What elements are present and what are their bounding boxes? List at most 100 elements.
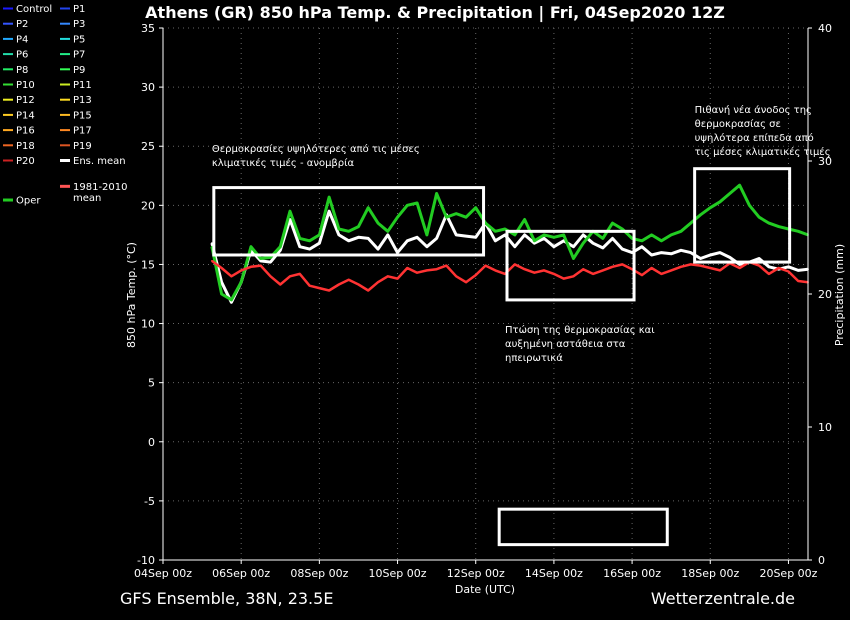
series-point-oper [220, 293, 223, 295]
series-line-mean [210, 209, 809, 304]
y-tick-label: 30 [141, 81, 155, 94]
series-point-mean [318, 242, 321, 245]
series-point-mean [660, 251, 663, 254]
series-point-climate [631, 268, 633, 271]
series-point-mean [425, 245, 428, 248]
y-tick-label: 20 [141, 199, 155, 212]
series-point-oper [455, 212, 458, 215]
series-point-oper [484, 222, 487, 224]
series-point-oper [289, 210, 291, 213]
series-point-climate [338, 283, 340, 286]
series-point-mean [621, 248, 624, 250]
series-point-oper [259, 257, 262, 260]
highlight-box [505, 229, 636, 302]
series-point-climate [377, 281, 379, 284]
series-point-mean [367, 237, 370, 240]
series-point-oper [318, 233, 321, 236]
series-point-mean [670, 252, 673, 255]
x-tick-label: 10Sep 00z [369, 567, 427, 580]
annotation-line: αυξημένη αστάθεια στα [505, 338, 626, 350]
legend-label: P10 [16, 80, 35, 91]
legend-label: P19 [73, 141, 92, 152]
series-point-mean [728, 256, 731, 259]
series-point-mean [553, 245, 555, 248]
series-point-oper [240, 281, 243, 284]
series-point-mean [377, 248, 379, 250]
highlight-box [497, 507, 669, 547]
series-point-climate [259, 264, 262, 267]
series-point-mean [474, 236, 477, 239]
y-tick-label: 25 [141, 140, 155, 153]
series-point-oper [728, 192, 731, 195]
series-point-climate [396, 277, 399, 280]
series-point-climate [719, 269, 721, 272]
series-point-climate [240, 269, 243, 272]
series-point-oper [631, 237, 633, 240]
series-point-mean [592, 242, 594, 245]
series-point-oper [308, 239, 311, 242]
series-point-mean [210, 242, 213, 245]
chart-series [210, 183, 809, 304]
legend-label: P4 [16, 34, 28, 45]
series-point-climate [425, 269, 428, 272]
annotation-line: τις μέσες κλιματικές τιμές [695, 146, 831, 158]
series-point-oper [650, 233, 653, 236]
series-point-climate [386, 275, 389, 278]
series-point-climate [738, 267, 741, 269]
x-tick-label: 18Sep 00z [681, 567, 739, 580]
series-point-climate [474, 274, 477, 276]
series-point-mean [523, 233, 526, 236]
highlight-box [212, 186, 486, 257]
legend-label: P9 [73, 65, 85, 76]
footer-source: GFS Ensemble, 38N, 23.5E [120, 589, 334, 608]
series-point-oper [689, 222, 692, 224]
legend-label: 1981-2010 mean [73, 182, 128, 204]
series-point-oper [699, 213, 702, 216]
series-point-climate [513, 263, 516, 266]
series-point-climate [250, 265, 252, 268]
legend-label: P18 [16, 141, 35, 152]
series-point-climate [680, 265, 682, 268]
series-point-oper [738, 184, 741, 187]
y-tick-label: 35 [141, 22, 155, 35]
y-tick-label: -5 [144, 495, 155, 508]
series-point-mean [582, 233, 585, 236]
annotation-text: Θερμοκρασίες υψηλότερες από τις μέσες κλι… [212, 143, 420, 169]
series-point-climate [543, 269, 546, 272]
series-point-mean [308, 248, 311, 250]
legend-label: P5 [73, 34, 85, 45]
series-point-oper [250, 245, 252, 248]
series-point-mean [680, 249, 682, 252]
legend-label-line: mean [73, 193, 101, 204]
x-tick-label: 20Sep 00z [759, 567, 817, 580]
y2-axis-label: Precipitation (mm) [833, 244, 846, 346]
legend-label: P3 [73, 19, 85, 30]
x-tick-label: 06Sep 00z [212, 567, 270, 580]
legend-label: P17 [73, 126, 92, 137]
legend-label: P1 [73, 4, 85, 15]
series-point-mean [758, 257, 761, 260]
series-point-climate [484, 264, 487, 267]
series-point-climate [709, 267, 712, 269]
series-point-oper [719, 200, 721, 203]
series-point-climate [416, 271, 418, 274]
annotation-text: Πιθανή νέα άνοδος της θερμοκρασίας σε υψηλ… [695, 104, 831, 158]
series-point-climate [210, 259, 213, 262]
series-point-oper [513, 233, 516, 236]
series-point-oper [377, 222, 379, 224]
series-point-oper [748, 204, 751, 207]
legend-label: Ens. mean [73, 156, 126, 167]
series-point-climate [357, 283, 360, 286]
annotation-line: κλιματικές τιμές - ανομβρία [212, 157, 355, 169]
series-point-mean [435, 237, 438, 240]
series-point-climate [435, 268, 438, 271]
series-point-oper [709, 206, 712, 209]
x-tick-label: 14Sep 00z [525, 567, 583, 580]
series-point-oper [660, 239, 663, 242]
series-point-mean [689, 251, 692, 254]
legend: Control P1 P2 P3 P4 P5 P6 P7 P8 P9 P10 P11 P12 P13 P14… [3, 4, 128, 207]
series-point-climate [601, 269, 604, 272]
series-point-oper [621, 228, 624, 230]
series-point-mean [572, 245, 575, 248]
